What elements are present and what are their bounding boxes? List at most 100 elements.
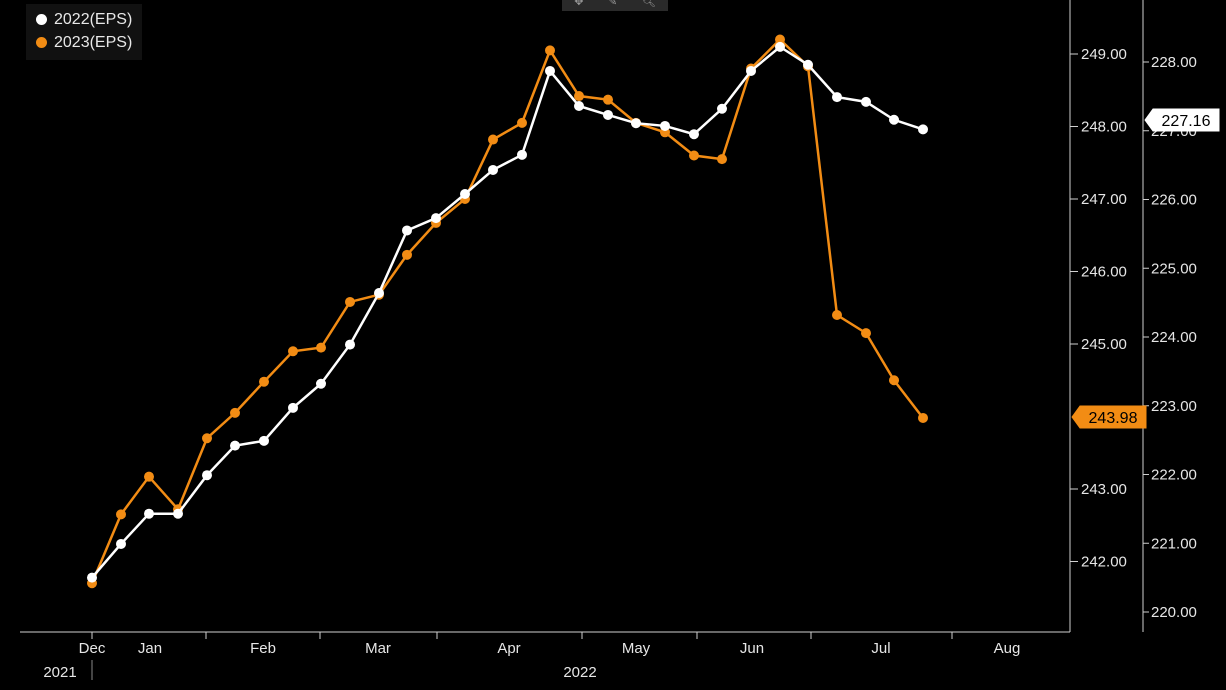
legend-item-2022[interactable]: 2022(EPS) <box>36 8 132 31</box>
last-value-label-2023: 243.98 <box>1089 410 1138 427</box>
data-point-2023 <box>545 45 555 56</box>
data-point-2022 <box>230 440 240 451</box>
x-axis: Dec Jan Feb Mar Apr May Jun Jul Aug 2021 2022 <box>43 632 1020 681</box>
data-point-2023 <box>402 249 412 260</box>
data-point-2023 <box>288 346 298 357</box>
x-tick-label: Mar <box>365 640 391 657</box>
data-point-2022 <box>202 470 212 481</box>
data-point-2023 <box>259 376 269 387</box>
y-outer-tick-label: 222.00 <box>1151 467 1197 484</box>
y-inner-tick-label: 242.00 <box>1081 554 1127 571</box>
data-point-2023 <box>574 91 584 102</box>
y-inner-tick-label: 245.00 <box>1081 336 1127 353</box>
y-inner-tick-label: 249.00 <box>1081 46 1127 63</box>
data-point-2022 <box>144 508 154 519</box>
data-point-2022 <box>775 41 785 52</box>
data-point-2023 <box>116 509 126 520</box>
data-point-2022 <box>402 225 412 236</box>
draw-icon[interactable]: ✎ <box>608 0 618 8</box>
y-outer-tick-label: 223.00 <box>1151 398 1197 415</box>
series-line-2023 <box>90 37 924 584</box>
data-point-2022 <box>574 101 584 111</box>
last-value-label-2022-box <box>1144 108 1220 132</box>
y-axis-outer: 220.00 221.00 222.00 223.00 224.00 225.00 226.… <box>1143 54 1197 621</box>
y-inner-tick-label: 243.00 <box>1081 481 1127 498</box>
data-point-2022 <box>87 572 97 583</box>
data-point-2022 <box>545 65 555 76</box>
data-point-2022 <box>803 59 813 70</box>
axis-lines <box>20 0 1144 633</box>
y-inner-tick-label: 246.00 <box>1081 264 1127 281</box>
data-point-2022 <box>918 124 928 135</box>
data-point-2022 <box>689 129 699 140</box>
data-point-2022 <box>660 120 670 131</box>
data-point-2022 <box>861 96 871 107</box>
data-point-2023 <box>316 342 326 353</box>
data-point-2023 <box>775 34 785 45</box>
x-tick-label: Jun <box>740 640 764 657</box>
data-point-2022 <box>517 149 527 160</box>
data-point-2022 <box>316 378 326 389</box>
year-label: 2022 <box>563 664 596 681</box>
y-outer-tick-label: 224.00 <box>1151 329 1197 346</box>
data-point-2023 <box>144 471 154 482</box>
last-value-labels: 227.16 243.98 <box>1071 108 1220 429</box>
last-value-label-2022: 227.16 <box>1162 113 1211 130</box>
x-tick-label: Aug <box>994 640 1021 657</box>
legend-item-2023[interactable]: 2023(EPS) <box>36 31 132 54</box>
data-point-2022 <box>832 92 842 103</box>
y-axis-inner: 242.00 243.00 245.00 246.00 247.00 248.00 249.… <box>1070 46 1127 571</box>
data-point-2022 <box>374 288 384 298</box>
data-point-2023 <box>230 407 240 418</box>
y-outer-tick-label: 225.00 <box>1151 260 1197 277</box>
x-tick-label: Jul <box>871 640 890 657</box>
y-outer-tick-label: 228.00 <box>1151 54 1197 71</box>
data-point-2023 <box>345 296 355 307</box>
data-point-2023 <box>689 150 699 161</box>
data-point-2023 <box>517 117 527 128</box>
data-point-2022 <box>746 65 756 76</box>
data-point-2022 <box>631 118 641 129</box>
last-value-label-2023-box <box>1071 405 1147 429</box>
y-inner-tick-label: 248.00 <box>1081 119 1127 136</box>
legend-label-2023: 2023(EPS) <box>54 33 133 51</box>
legend-label-2022: 2022(EPS) <box>54 10 133 28</box>
data-point-2023 <box>202 433 212 444</box>
x-tick-label: Apr <box>497 640 520 657</box>
data-point-2022 <box>345 339 355 350</box>
data-point-2023 <box>918 412 928 423</box>
year-label: 2021 <box>43 664 76 681</box>
y-outer-tick-label: 226.00 <box>1151 192 1197 209</box>
x-tick-label: Feb <box>250 640 276 657</box>
data-point-2022 <box>431 213 441 224</box>
data-point-2023 <box>603 94 613 105</box>
data-point-2023 <box>717 154 727 165</box>
data-point-2022 <box>717 103 727 114</box>
data-point-2022 <box>889 114 899 125</box>
data-point-2022 <box>488 164 498 175</box>
data-point-2022 <box>259 435 269 446</box>
data-point-2022 <box>173 508 183 519</box>
zoom-icon[interactable]: 🔍︎ <box>641 0 656 8</box>
data-point-2023 <box>889 375 899 386</box>
series-layer <box>87 34 928 589</box>
chart-toolbar: ✥ ✎ 🔍︎ <box>562 0 668 11</box>
y-outer-tick-label: 221.00 <box>1151 535 1197 552</box>
x-tick-label: Jan <box>138 640 162 657</box>
move-icon[interactable]: ✥ <box>574 0 584 8</box>
data-point-2023 <box>861 328 871 339</box>
data-point-2022 <box>460 189 470 199</box>
data-point-2023 <box>832 310 842 320</box>
data-point-2022 <box>603 109 613 120</box>
legend-marker-2022 <box>36 14 47 25</box>
y-inner-tick-label: 247.00 <box>1081 191 1127 208</box>
data-point-2022 <box>288 402 298 413</box>
x-tick-label: May <box>622 640 651 657</box>
data-point-2023 <box>488 134 498 145</box>
legend: 2022(EPS) 2023(EPS) <box>26 4 143 60</box>
series-line-2022 <box>91 45 924 579</box>
data-point-2022 <box>116 538 126 549</box>
x-tick-label: Dec <box>79 640 106 657</box>
y-outer-tick-label: 220.00 <box>1151 604 1197 621</box>
